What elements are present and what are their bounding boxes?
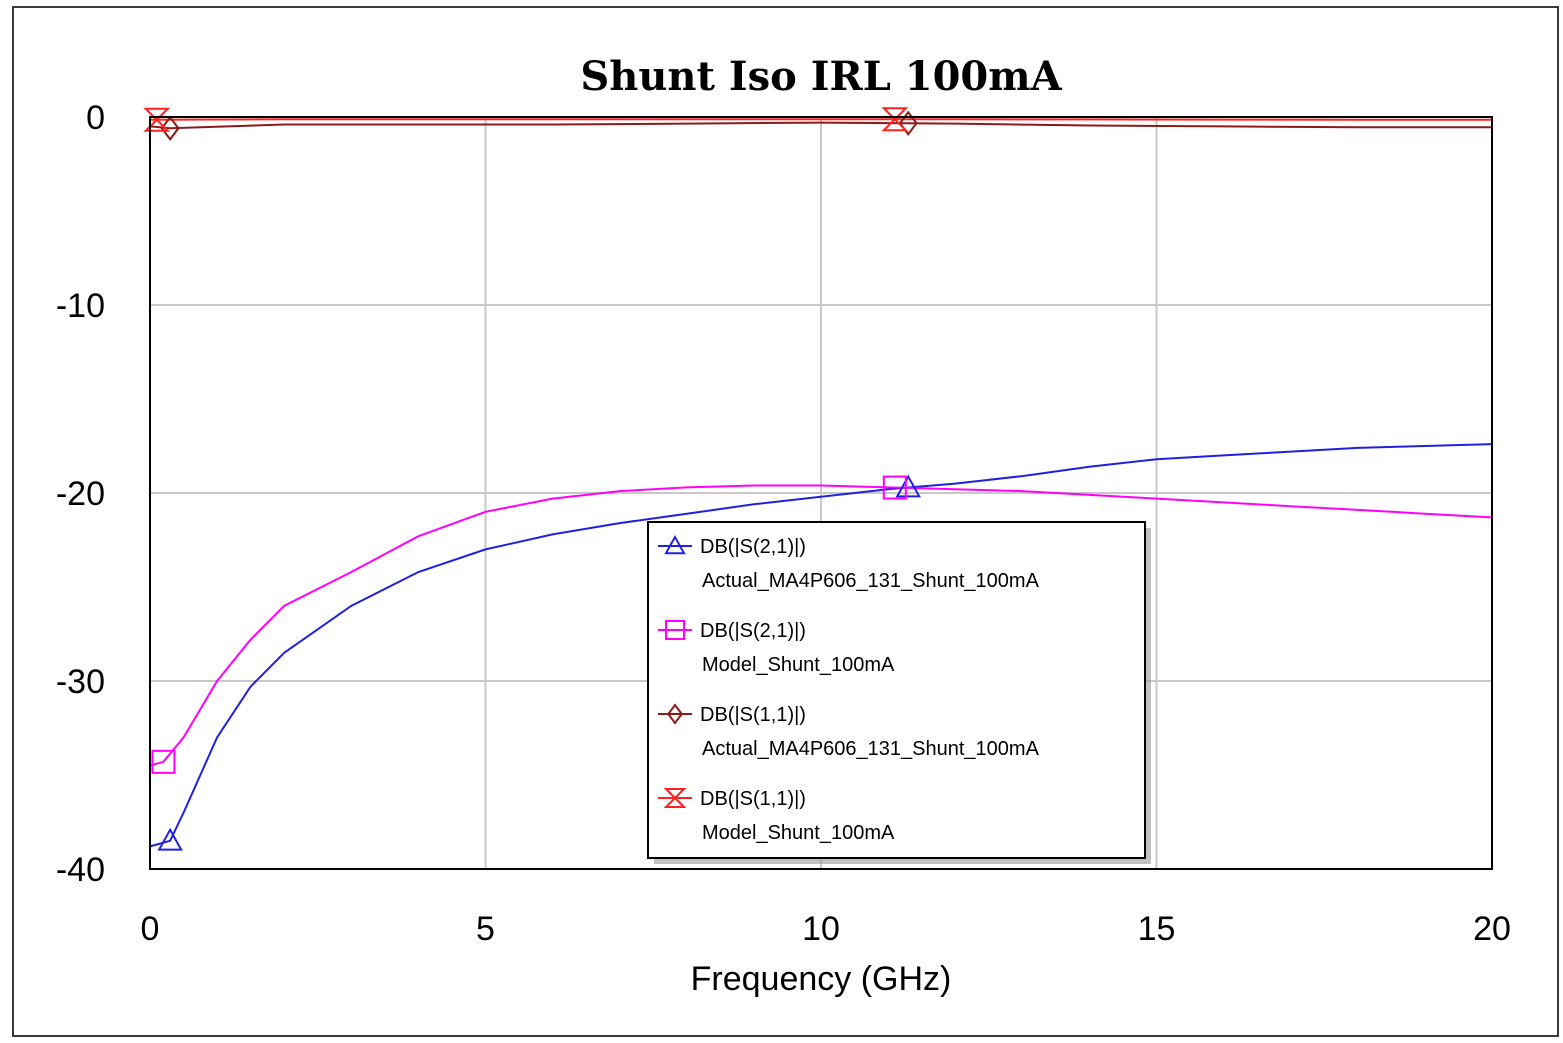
y-tick-label: -20 bbox=[56, 475, 105, 513]
series-line-2 bbox=[149, 484, 1493, 767]
y-tick-label: -30 bbox=[56, 663, 105, 701]
legend-marker-4 bbox=[663, 788, 687, 808]
series-marker-4 bbox=[881, 107, 909, 132]
series-line-3 bbox=[149, 121, 1492, 130]
y-tick-label: -10 bbox=[56, 287, 105, 325]
series-marker-1 bbox=[895, 474, 921, 498]
series-marker-2 bbox=[882, 475, 907, 500]
series-lines bbox=[149, 118, 1493, 848]
chart-title: Shunt Iso IRL 100mA bbox=[580, 53, 1062, 100]
x-tick-label: 10 bbox=[802, 910, 840, 948]
x-axis-label: Frequency (GHz) bbox=[691, 960, 952, 998]
x-tick-label: 5 bbox=[476, 910, 495, 948]
series-marker-3 bbox=[898, 110, 918, 136]
series-marker-3 bbox=[160, 115, 180, 141]
legend-marker-1 bbox=[664, 534, 686, 555]
series-markers bbox=[143, 107, 921, 851]
series-marker-2 bbox=[151, 749, 176, 774]
y-tick-label: 0 bbox=[86, 99, 105, 137]
legend-marker-2 bbox=[665, 620, 685, 640]
legend: DB(|S(2,1)|) Actual_MA4P606_131_Shunt_100… bbox=[647, 521, 1151, 864]
series-marker-1 bbox=[157, 827, 183, 851]
series-line-1 bbox=[149, 443, 1493, 848]
x-tick-label: 0 bbox=[141, 910, 160, 948]
legend-sublabel-2: Model_Shunt_100mA bbox=[702, 654, 895, 676]
series-marker-4 bbox=[143, 107, 171, 132]
legend-sublabel-1: Actual_MA4P606_131_Shunt_100mA bbox=[702, 570, 1040, 592]
y-tick-label: -40 bbox=[56, 851, 105, 889]
legend-label-1: DB(|S(2,1)|) bbox=[700, 536, 806, 558]
legend-label-3: DB(|S(1,1)|) bbox=[700, 704, 806, 726]
x-tick-label: 20 bbox=[1473, 910, 1511, 948]
legend-label-2: DB(|S(2,1)|) bbox=[700, 620, 806, 642]
legend-marker-3 bbox=[667, 703, 683, 725]
x-tick-label: 15 bbox=[1138, 910, 1176, 948]
legend-sublabel-4: Model_Shunt_100mA bbox=[702, 822, 895, 844]
tick-labels: 0 5 10 15 20 0 -10 -20 -30 -40 bbox=[56, 99, 1511, 948]
series-line-4 bbox=[149, 118, 1492, 121]
legend-box bbox=[647, 521, 1146, 859]
legend-sublabel-3: Actual_MA4P606_131_Shunt_100mA bbox=[702, 738, 1040, 760]
plot-area-border bbox=[149, 116, 1493, 870]
legend-label-4: DB(|S(1,1)|) bbox=[700, 788, 806, 810]
